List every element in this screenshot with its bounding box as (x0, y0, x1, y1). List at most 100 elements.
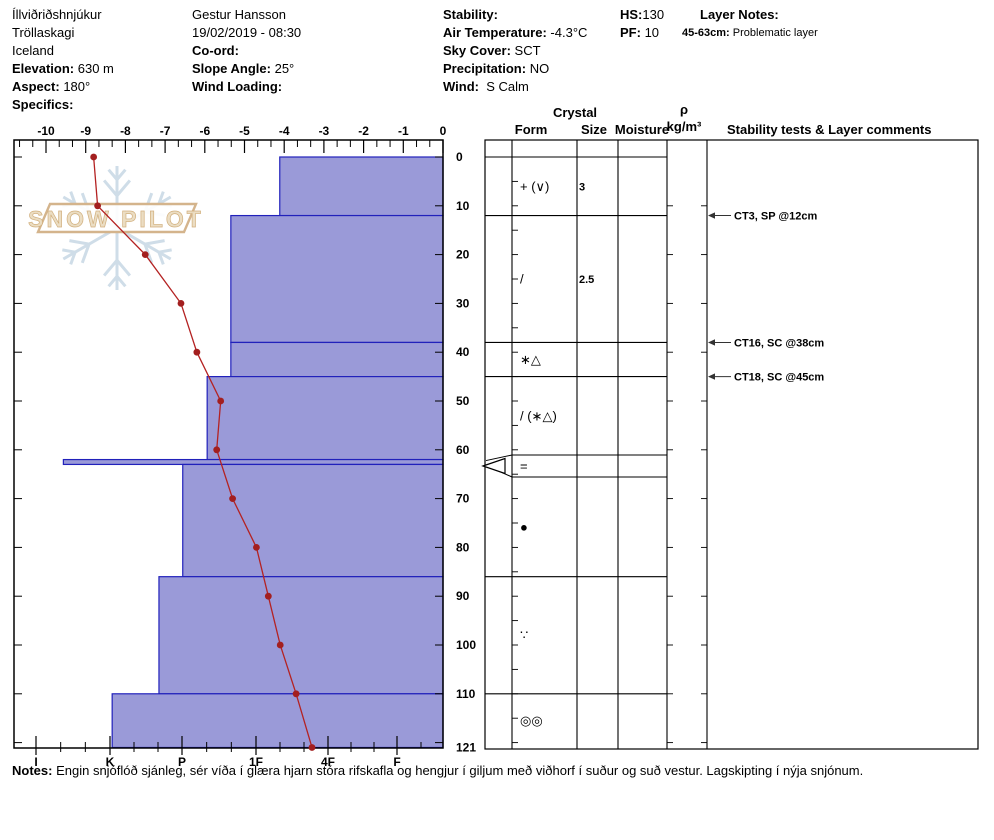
layer-bar (62, 458, 444, 466)
sky-cover-row: Sky Cover: SCT (443, 42, 587, 60)
hs-label: HS: (620, 7, 643, 22)
snowflake-icon (115, 259, 132, 277)
density-units-header: kg/m³ (667, 119, 702, 134)
layer-bar (230, 341, 444, 378)
notes-label: Notes: (12, 763, 53, 778)
depth-label: 50 (456, 394, 470, 408)
temp-axis-label: -6 (199, 124, 210, 138)
test-arrow-head (708, 373, 715, 380)
hardness-label: P (178, 755, 186, 769)
snowflake-icon (69, 251, 77, 265)
depth-label: 30 (456, 296, 470, 310)
air-temp-value: -4.3°C (550, 25, 588, 40)
hardness-label: F (393, 755, 400, 769)
depth-label: 80 (456, 540, 470, 554)
temp-axis-label: -7 (160, 124, 171, 138)
layer-bar (230, 214, 444, 344)
snowflake-icon (158, 248, 172, 254)
site-region: Tröllaskagi (12, 25, 75, 40)
snowflake-icon (69, 239, 90, 246)
crystal-form-symbol: ∗△ (520, 352, 541, 367)
depth-label: 100 (456, 638, 476, 652)
snowflake-icon (115, 168, 127, 181)
pf-row: PF: 10 (620, 24, 664, 42)
problematic-layer-arrow (481, 457, 506, 475)
snowflake-icon (157, 191, 165, 205)
pf-value: 10 (644, 25, 660, 40)
watermark-layer (36, 166, 198, 290)
snowflake-icon (102, 259, 119, 277)
notes-line: Notes: Engin snjóflóð sjánleg, sér víða … (12, 763, 987, 779)
stability-row: Stability: (443, 6, 587, 24)
temp-axis-label: -1 (398, 124, 409, 138)
aspect-label: Aspect: (12, 79, 60, 94)
layer-note-range: 45-63cm: (682, 27, 730, 39)
temp-axis-label: -3 (319, 124, 330, 138)
observer-block: Gestur Hansson 19/02/2019 - 08:30 Co-ord… (192, 6, 301, 96)
layer-bar (111, 693, 444, 749)
aspect-row: Aspect: 180° (12, 78, 114, 96)
elevation-label: Elevation: (12, 61, 75, 76)
hardness-label: K (106, 755, 115, 769)
hardness-label: 1F (249, 755, 263, 769)
conditions-block: Stability: Air Temperature: -4.3°C Sky C… (443, 6, 587, 96)
depth-label: 70 (456, 492, 470, 506)
layer-notes-block: Layer Notes: 45-63cm: Problematic layer (682, 6, 818, 42)
slope-angle-label: Slope Angle: (192, 61, 271, 76)
grain-size-value: 2.5 (579, 274, 594, 286)
temperature-point (177, 300, 185, 307)
site-name: Íllviðriðshnjúkur (12, 7, 102, 22)
crystal-form-symbol: + (∨) (520, 179, 549, 194)
depth-label: 10 (456, 199, 470, 213)
temp-axis-label: -9 (80, 124, 91, 138)
specifics-row: Specifics: (12, 96, 114, 114)
wind-label: Wind: (443, 79, 479, 94)
grain-size-value: 3 (579, 181, 585, 193)
temperature-point (308, 744, 316, 751)
stability-test-annotation: CT16, SC @38cm (734, 337, 824, 349)
temperature-point (94, 202, 102, 210)
layer-notes-title-row: Layer Notes: (682, 6, 818, 24)
layer-note-text: Problematic layer (732, 27, 818, 39)
slope-angle-value: 25° (274, 61, 295, 76)
site-country: Iceland (12, 43, 54, 58)
precipitation-value: NO (529, 61, 550, 76)
temperature-point (141, 251, 149, 258)
snowflake-icon (107, 275, 119, 288)
snowflake-icon (102, 179, 119, 197)
air-temp-row: Air Temperature: -4.3°C (443, 24, 587, 42)
layer-note-row: 45-63cm: Problematic layer (682, 24, 818, 42)
pf-label: PF: (620, 25, 641, 40)
temp-axis-label: 0 (440, 124, 447, 138)
hardness-label: 4F (321, 755, 335, 769)
crystal-form-symbol: / (520, 272, 524, 287)
depth-label: 121 (456, 740, 476, 754)
snowflake-icon (115, 179, 132, 197)
temperature-point (276, 641, 284, 649)
crystal-form-symbol: ∵ (520, 628, 528, 643)
test-arrow-head (708, 339, 715, 346)
crystal-column-header: Crystal (553, 105, 597, 120)
temperature-point (217, 397, 225, 405)
crystal-form-symbol: ◎◎ (520, 713, 543, 728)
wedge-line (485, 454, 513, 462)
temperature-point (292, 690, 300, 698)
elevation-row: Elevation: 630 m (12, 60, 114, 78)
moisture-column-header: Moisture (615, 122, 669, 137)
temperature-point (229, 495, 236, 502)
slope-angle-row: Slope Angle: 25° (192, 60, 301, 78)
depth-label: 110 (456, 687, 476, 701)
layer-bar (182, 463, 444, 578)
snowflake-icon (115, 275, 127, 288)
specifics-label: Specifics: (12, 97, 74, 112)
sky-cover-label: Sky Cover: (443, 43, 511, 58)
temp-axis-label: -2 (358, 124, 369, 138)
totals-block: HS:130 PF: 10 (620, 6, 664, 42)
wind-row: Wind: S Calm (443, 78, 587, 96)
observer-name: Gestur Hansson (192, 7, 286, 22)
layer-notes-title: Layer Notes: (700, 7, 779, 22)
layer-table-frame (484, 139, 979, 750)
depth-label: 0 (456, 150, 463, 164)
crystal-form-symbol: / (∗△) (520, 408, 557, 423)
